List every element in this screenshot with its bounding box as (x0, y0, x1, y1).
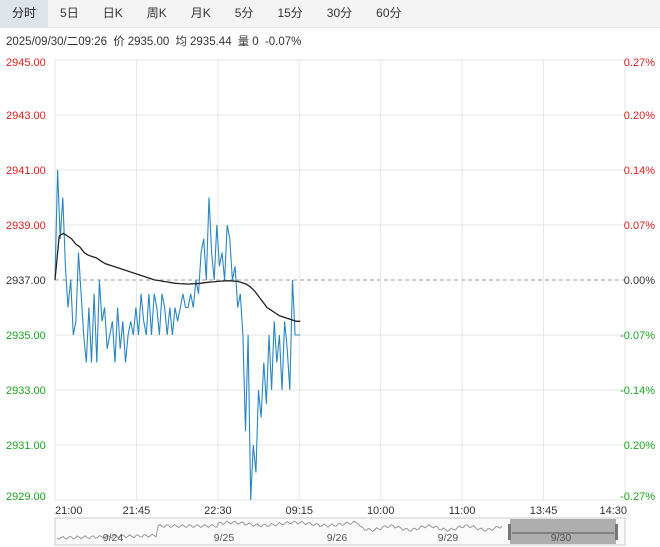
overview-date-label: 9/26 (327, 532, 348, 544)
overview-date-label: 9/30 (551, 532, 572, 544)
pct-tick-label: 0.20% (624, 110, 655, 122)
pct-tick-label: 0.07% (624, 220, 655, 232)
price-label: 价 (113, 36, 125, 48)
tab-8[interactable]: 60分 (376, 6, 402, 20)
x-tick-label: 21:00 (55, 505, 83, 517)
y-tick-label: 2931.00 (6, 440, 46, 452)
overview-date-label: 9/24 (103, 532, 124, 544)
overview-left-handle (508, 524, 511, 540)
y-tick-label: 2939.00 (6, 220, 46, 232)
price-line (54, 169, 301, 501)
y-tick-label: 2941.00 (6, 165, 46, 177)
x-tick-label: 11:00 (449, 505, 476, 517)
y-tick-label: 2937.00 (6, 275, 46, 287)
volume-value: 0 (252, 36, 259, 48)
overview-date-label: 9/29 (438, 532, 459, 544)
tab-7[interactable]: 30分 (326, 6, 353, 20)
pct-tick-label: -0.07% (620, 330, 655, 342)
x-tick-label: 09:15 (286, 505, 314, 517)
avg-value: 2935.44 (190, 36, 232, 48)
x-tick-label: 13:45 (530, 505, 558, 517)
avg-price-line (54, 232, 301, 322)
price-value: 2935.00 (127, 36, 170, 48)
tab-4[interactable]: 月K (190, 6, 211, 20)
x-tick-label: 22:30 (204, 505, 232, 517)
pct-tick-label: 0.14% (624, 165, 655, 177)
pct-tick-label: -0.14% (620, 385, 655, 397)
overview-line (56, 520, 503, 541)
overview-selection (510, 519, 616, 544)
x-tick-label: 21:45 (123, 505, 151, 517)
tab-3[interactable]: 周K (146, 6, 167, 20)
y-tick-label: 2933.00 (6, 385, 46, 397)
tab-0[interactable]: 分时 (0, 0, 49, 27)
pct-tick-label: 0.27% (624, 57, 655, 69)
overview-right-handle (615, 524, 618, 540)
volume-label: 量 (237, 36, 250, 48)
overview-date-label: 9/25 (214, 532, 235, 544)
x-tick-label: 14:30 (599, 505, 627, 517)
y-tick-label: 2945.00 (6, 57, 46, 69)
period-tabs: 分时 5日 日K 周K 月K 5分 15分 30分 60分 (0, 0, 660, 28)
tab-1[interactable]: 5日 (60, 6, 79, 20)
tab-2[interactable]: 日K (102, 6, 123, 20)
y-tick-label: 2929.00 (6, 491, 46, 503)
tab-5[interactable]: 5分 (234, 6, 254, 20)
pct-tick-label: 0.00% (624, 275, 655, 287)
avg-label: 均 (175, 36, 188, 48)
tab-6[interactable]: 15分 (277, 6, 303, 20)
x-tick-label: 10:00 (367, 505, 395, 517)
change-value: -0.07% (264, 36, 302, 48)
y-tick-label: 2943.00 (6, 110, 46, 122)
quote-datetime: 2025/09/30/二09:26 (6, 36, 108, 48)
y-tick-label: 2935.00 (6, 330, 46, 342)
pct-tick-label: -0.27% (620, 491, 655, 503)
pct-tick-label: 0.20% (624, 440, 655, 452)
